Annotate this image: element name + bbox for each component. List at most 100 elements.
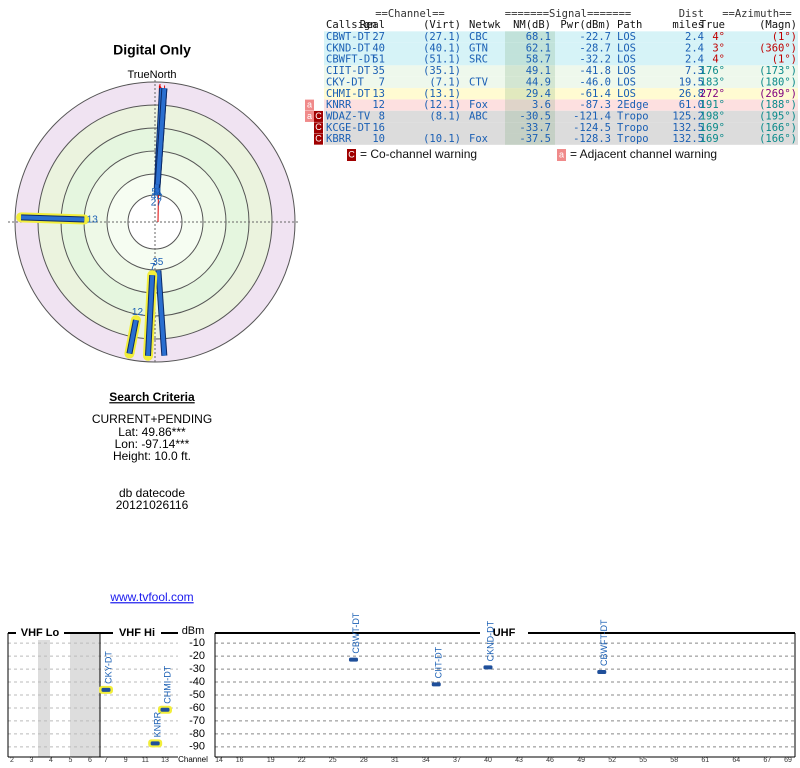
marker-label: CKY-DT (103, 651, 113, 684)
table-cell: 40 (372, 42, 385, 54)
y-tick-label: -90 (189, 741, 205, 753)
table-cell: CKY-DT (326, 76, 365, 88)
x-tick-label: 6 (88, 757, 92, 764)
row-background (324, 122, 798, 134)
warning-letter: a (307, 99, 312, 109)
table-cell: ABC (469, 110, 488, 122)
bar-label: 12 (132, 307, 144, 318)
marker-label: CKND-DT (485, 620, 495, 661)
table-cell: LOS (617, 65, 636, 77)
bar-label: 51 (152, 187, 164, 198)
table-cell: LOS (617, 88, 636, 100)
y-axis-label: dBm (182, 625, 205, 637)
nm-column-shade (505, 133, 555, 145)
nm-column-shade (505, 99, 555, 111)
x-axis-label: Channel (178, 755, 208, 764)
row-background (324, 76, 798, 89)
x-tick-label: 46 (546, 757, 554, 764)
polar-title: Digital Only (113, 42, 191, 58)
table-cell: CBWFT-DT (326, 54, 377, 66)
nm-column-shade (505, 31, 555, 43)
warning-icon (314, 110, 323, 122)
table-cell: 26.8 (679, 88, 704, 100)
x-tick-label: 16 (236, 757, 244, 764)
search-line: Lat: 49.86*** (118, 425, 186, 439)
section-title: UHF (493, 627, 516, 639)
table-cell: -87.3 (579, 99, 611, 111)
table-cell: 29.4 (526, 88, 551, 100)
title-backdrop (113, 626, 161, 640)
table-cell: -30.5 (519, 110, 551, 122)
table-cell: 132.5 (672, 122, 704, 134)
bar-label: 13 (87, 214, 99, 225)
table-cell: 2.4 (685, 42, 704, 54)
table-cell: 4° (712, 54, 725, 66)
column-header: Netwk (469, 19, 501, 31)
station-table: ==Channel== =======Signal======= Dist ==Azi… (305, 8, 798, 161)
table-cell: 4° (712, 31, 725, 43)
title-backdrop (480, 626, 528, 640)
signal-bar (156, 270, 167, 356)
nm-column-shade (505, 65, 555, 77)
datecode: 20121026116 (116, 498, 189, 512)
column-header: (Virt) (423, 19, 461, 31)
table-cell: -128.3 (573, 133, 611, 145)
x-tick-label: 11 (142, 757, 149, 764)
table-cell: 176° (700, 65, 725, 77)
table-cell: 7.3 (685, 65, 704, 77)
x-tick-label: 31 (391, 757, 399, 764)
spectrum-chart: -10-20-30-40-50-60-70-80-90 dBm Channel VHF… (7, 612, 796, 764)
table-cell: 61.0 (679, 99, 704, 111)
y-tick-label: -80 (189, 728, 205, 740)
nm-column-shade (505, 110, 555, 123)
x-tick-label: 4 (49, 757, 53, 764)
signal-bar (145, 275, 155, 356)
table-cell: -22.7 (579, 31, 611, 43)
table-cell: (188°) (759, 99, 797, 111)
x-tick-label: 5 (69, 757, 73, 764)
table-cell: -61.4 (579, 88, 611, 100)
x-tick-label: 55 (639, 757, 647, 764)
row-background (324, 99, 798, 111)
group-header: ==Channel== (375, 8, 445, 20)
legend-text: = Adjacent channel warning (570, 147, 717, 161)
x-tick-label: 22 (298, 757, 306, 764)
column-header: Callsign (326, 19, 377, 31)
table-cell: Fox (469, 133, 488, 145)
table-cell: -32.2 (579, 54, 611, 66)
table-cell: LOS (617, 31, 636, 43)
table-cell: CBWT-DT (326, 31, 371, 43)
table-cell: 19.5 (679, 76, 704, 88)
column-header: NM(dB) (513, 19, 551, 31)
row-background (324, 110, 798, 123)
table-cell: 272° (700, 88, 725, 100)
table-cell: CHMI-DT (326, 88, 371, 100)
table-cell: (180°) (759, 76, 797, 88)
warning-icon (314, 133, 323, 145)
table-cell: (1°) (772, 54, 797, 66)
table-cell: 3.6 (532, 99, 551, 111)
y-tick-label: -40 (189, 676, 205, 688)
row-background (324, 31, 798, 43)
table-cell: CKND-DT (326, 42, 371, 54)
table-cell: (195°) (759, 110, 797, 122)
table-cell: LOS (617, 76, 636, 88)
warning-letter: C (315, 134, 322, 144)
column-header: True (700, 19, 725, 31)
table-cell: 2.4 (685, 54, 704, 66)
table-cell: (51.1) (423, 54, 461, 66)
table-cell: (269°) (759, 88, 797, 100)
site-link[interactable]: www.tvfool.com (109, 590, 193, 604)
group-header: =======Signal======= (505, 8, 631, 20)
x-tick-label: 28 (360, 757, 368, 764)
table-cell: -121.4 (573, 110, 611, 122)
table-cell: 58.7 (526, 54, 551, 66)
nm-column-shade (505, 54, 555, 66)
search-line: CURRENT+PENDING (92, 412, 212, 426)
table-cell: (1°) (772, 31, 797, 43)
table-cell: (166°) (759, 122, 797, 134)
x-tick-label: 25 (329, 757, 337, 764)
table-cell: WDAZ-TV (326, 110, 371, 122)
table-cell: LOS (617, 54, 636, 66)
